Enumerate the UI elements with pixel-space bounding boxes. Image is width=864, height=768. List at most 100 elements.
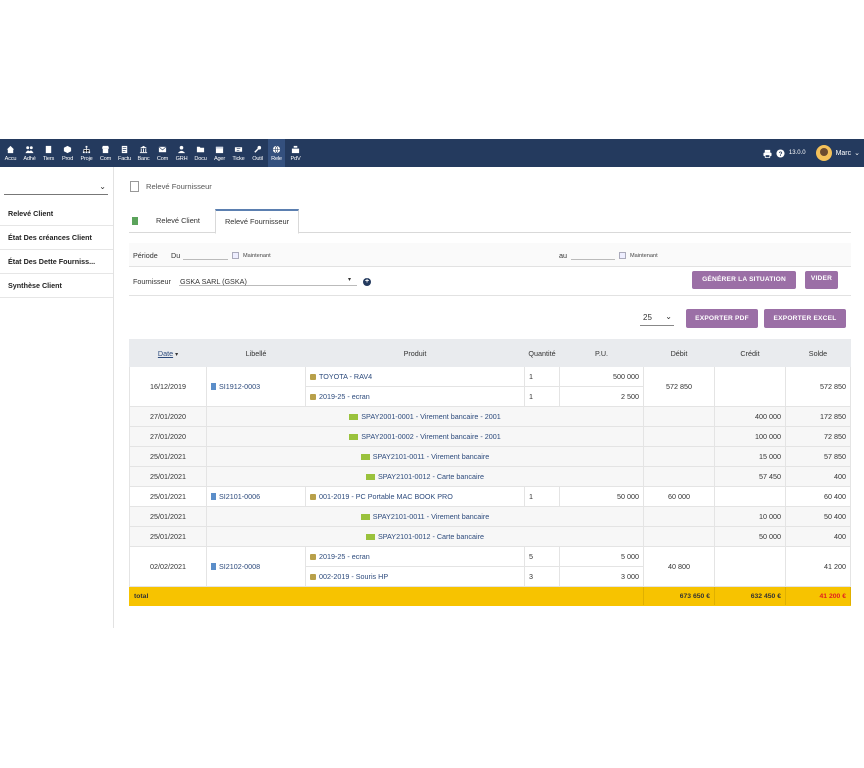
cell-payment[interactable]: SPAY2001-0001 - Virement bancaire - 2001 xyxy=(206,406,644,427)
add-icon[interactable]: + xyxy=(363,278,371,286)
cell-payment[interactable]: SPAY2101-0011 - Virement bancaire xyxy=(206,506,644,527)
nav-item-15[interactable]: PdV xyxy=(287,139,304,167)
avatar[interactable] xyxy=(815,145,832,161)
cell-payment[interactable]: SPAY2101-0012 - Carte bancaire xyxy=(206,466,644,487)
chevron-down-icon[interactable]: ⌄ xyxy=(854,150,860,157)
cell-produit[interactable]: 001-2019 - PC Portable MAC BOOK PRO xyxy=(305,486,525,507)
cell-solde: 72 850 xyxy=(785,426,851,447)
col-date[interactable]: Date ▾ xyxy=(129,339,207,367)
calendar-icon[interactable] xyxy=(232,252,239,259)
file-icon xyxy=(132,217,138,225)
now-from-link[interactable]: Maintenant xyxy=(243,253,271,259)
nav-item-label: GRH xyxy=(175,155,188,162)
cell-credit: 57 450 xyxy=(714,466,786,487)
product-link[interactable]: TOYOTA - RAV4 xyxy=(319,372,373,381)
payment-link[interactable]: SPAY2001-0001 - Virement bancaire - 2001 xyxy=(361,412,501,421)
nav-item-7[interactable]: Banc xyxy=(135,139,152,167)
caret-down-icon[interactable]: ▾ xyxy=(348,277,352,283)
sidebar-item-synthese-client[interactable]: Synthèse Client xyxy=(0,274,113,298)
ticket-icon xyxy=(234,146,243,152)
cell-payment[interactable]: SPAY2101-0012 - Carte bancaire xyxy=(206,526,644,547)
cell-payment[interactable]: SPAY2101-0011 - Virement bancaire xyxy=(206,446,644,467)
product-link[interactable]: 002-2019 - Souris HP xyxy=(319,572,389,581)
invoice-icon xyxy=(211,563,216,570)
cell-debit xyxy=(643,466,715,487)
nav-item-14[interactable]: Rele xyxy=(268,139,285,167)
calendar-icon[interactable] xyxy=(619,252,626,259)
invoice-link[interactable]: SI1912-0003 xyxy=(219,382,261,391)
nav-item-0[interactable]: Accu xyxy=(2,139,19,167)
nav-item-8[interactable]: Com xyxy=(154,139,171,167)
table-row: 16/12/2019 SI1912-0003 TOYOTA - RAV4 1 500 0… xyxy=(129,366,851,407)
sidebar-item-etat-dette-fournisseur[interactable]: État Des Dette Fourniss... xyxy=(0,250,113,274)
cell-debit: 40 800 xyxy=(643,546,715,587)
cell-produit[interactable]: 2019-25 - ecran xyxy=(305,386,525,407)
export-pdf-button[interactable]: EXPORTER PDF xyxy=(686,309,758,328)
period-filter-row: Période Du Maintenant au Maintenant xyxy=(129,243,851,267)
nav-item-5[interactable]: Com xyxy=(97,139,114,167)
cell-libelle[interactable]: SI2101-0006 xyxy=(206,486,306,507)
tab-releve-fournisseur[interactable]: Relevé Fournisseur xyxy=(215,209,299,234)
table-row: 27/01/2020 SPAY2001-0001 - Virement banca… xyxy=(129,406,851,427)
total-solde: 41 200 € xyxy=(785,586,851,606)
left-sidebar: ⌄ Relevé Client État Des créances Client… xyxy=(0,167,114,628)
sidebar-item-label: État Des Dette Fourniss... xyxy=(8,257,96,266)
invoice-link[interactable]: SI2101-0006 xyxy=(219,492,261,501)
nav-item-11[interactable]: Ager xyxy=(211,139,228,167)
nav-item-9[interactable]: GRH xyxy=(173,139,190,167)
supplier-select[interactable] xyxy=(179,274,357,286)
cell-produit[interactable]: 002-2019 - Souris HP xyxy=(305,566,525,587)
sidebar-item-etat-creances-client[interactable]: État Des créances Client xyxy=(0,226,113,250)
product-link[interactable]: 001-2019 - PC Portable MAC BOOK PRO xyxy=(319,492,453,501)
nav-item-label: Factu xyxy=(118,155,131,162)
nav-item-4[interactable]: Proje xyxy=(78,139,95,167)
cell-produit[interactable]: TOYOTA - RAV4 xyxy=(305,366,525,387)
cell-libelle[interactable]: SI1912-0003 xyxy=(206,366,306,407)
cell-solde: 50 400 xyxy=(785,506,851,527)
table-row: 25/01/2021 SPAY2101-0011 - Virement banca… xyxy=(129,446,851,467)
nav-item-13[interactable]: Outil xyxy=(249,139,266,167)
payment-link[interactable]: SPAY2001-0002 - Virement bancaire - 2001 xyxy=(361,432,501,441)
sidebar-item-releve-client[interactable]: Relevé Client xyxy=(0,202,113,226)
nav-item-12[interactable]: Ticke xyxy=(230,139,247,167)
tab-label: Relevé Fournisseur xyxy=(224,217,290,226)
date-to-input[interactable] xyxy=(571,248,615,260)
nav-item-3[interactable]: Prod xyxy=(59,139,76,167)
invoice-link[interactable]: SI2102-0008 xyxy=(219,562,261,571)
cell-credit: 15 000 xyxy=(714,446,786,467)
au-label: au xyxy=(559,251,567,260)
nav-item-1[interactable]: Adhé xyxy=(21,139,38,167)
product-link[interactable]: 2019-25 - ecran xyxy=(319,392,370,401)
table-row: 25/01/2021 SPAY2101-0012 - Carte bancaire… xyxy=(129,466,851,487)
table-row: 25/01/2021 SPAY2101-0011 - Virement banca… xyxy=(129,506,851,527)
nav-item-2[interactable]: Tiers xyxy=(40,139,57,167)
user-name[interactable]: Marc xyxy=(835,149,852,157)
generate-situation-button[interactable]: GÉNÉRER LA SITUATION xyxy=(692,271,796,289)
payment-link[interactable]: SPAY2101-0012 - Carte bancaire xyxy=(377,532,484,541)
print-icon[interactable] xyxy=(763,149,772,158)
cell-produit[interactable]: 2019-25 - ecran xyxy=(305,546,525,567)
payment-link[interactable]: SPAY2101-0011 - Virement bancaire xyxy=(372,452,490,461)
table-row: 25/01/2021 SI2101-0006 001-2019 - PC Porta… xyxy=(129,486,851,507)
table-row: 02/02/2021 SI2102-0008 2019-25 - ecran 5 5 0… xyxy=(129,546,851,587)
cell-libelle[interactable]: SI2102-0008 xyxy=(206,546,306,587)
payment-icon xyxy=(349,414,359,420)
now-to-link[interactable]: Maintenant xyxy=(630,253,658,259)
page-size-select[interactable]: 25 ⌄ xyxy=(640,310,674,326)
product-link[interactable]: 2019-25 - ecran xyxy=(319,552,370,561)
cell-solde: 572 850 xyxy=(785,366,851,407)
clear-button[interactable]: VIDER xyxy=(805,271,838,289)
total-row: total 673 650 €632 450 €41 200 € xyxy=(129,586,851,606)
date-from-input[interactable] xyxy=(183,248,228,260)
sidebar-select[interactable]: ⌄ xyxy=(4,179,108,195)
payment-link[interactable]: SPAY2101-0012 - Carte bancaire xyxy=(377,472,484,481)
tab-releve-client[interactable]: Relevé Client xyxy=(143,209,213,233)
export-excel-button[interactable]: EXPORTER EXCEL xyxy=(764,309,846,328)
nav-item-10[interactable]: Docu xyxy=(192,139,209,167)
chevron-down-icon: ⌄ xyxy=(99,182,106,191)
help-icon[interactable]: ? xyxy=(776,148,785,158)
payment-link[interactable]: SPAY2101-0011 - Virement bancaire xyxy=(372,512,490,521)
cell-payment[interactable]: SPAY2001-0002 - Virement bancaire - 2001 xyxy=(206,426,644,447)
nav-item-6[interactable]: Factu xyxy=(116,139,133,167)
chevron-down-icon: ⌄ xyxy=(665,312,672,321)
